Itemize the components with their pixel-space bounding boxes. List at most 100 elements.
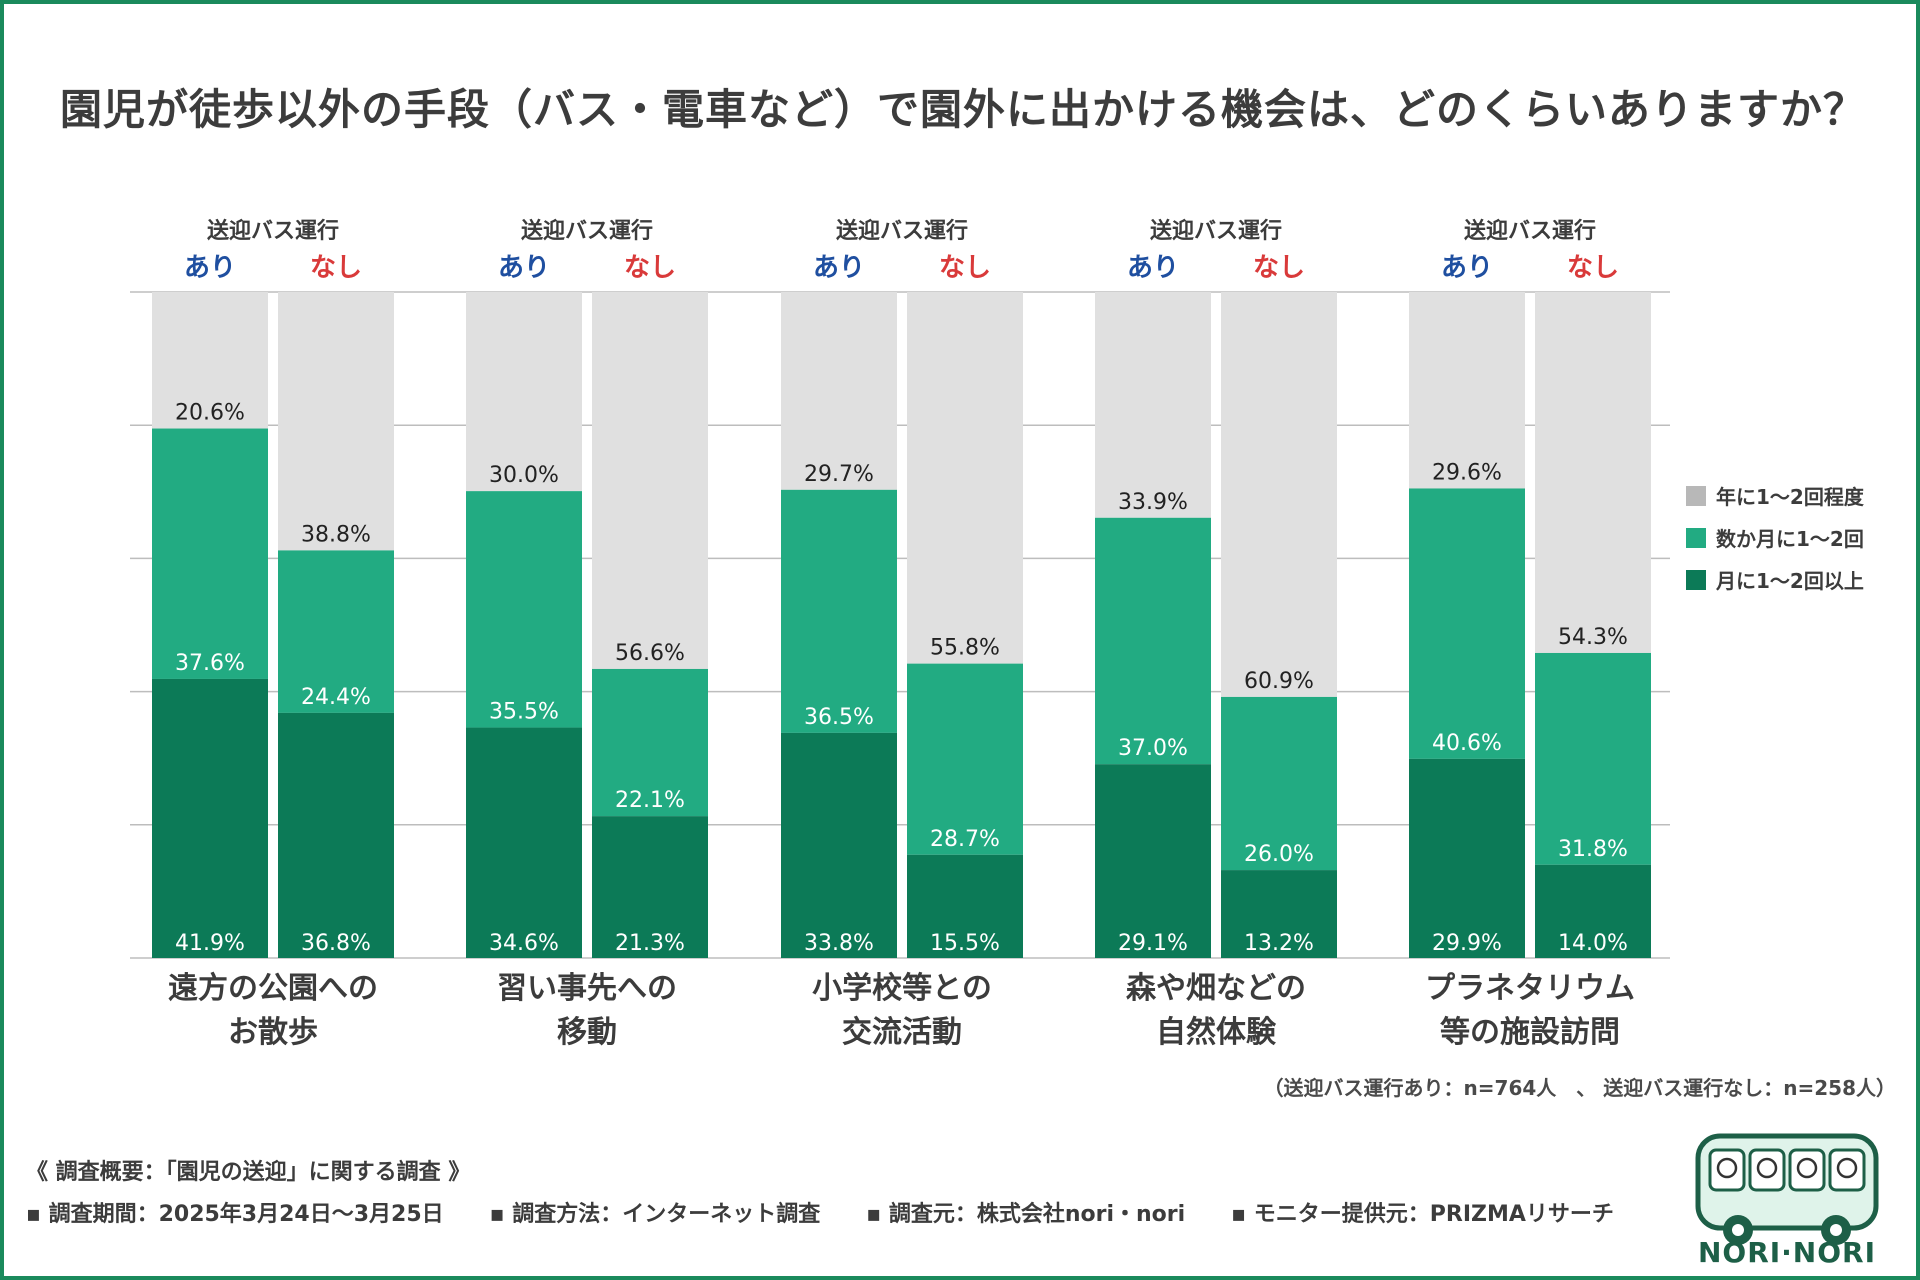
data-label-monthly: 29.1% — [1118, 931, 1188, 956]
data-label-few-months: 28.7% — [930, 827, 1000, 852]
subgroup-label-nashi: なし — [939, 253, 991, 283]
legend-swatch — [1686, 528, 1706, 548]
data-label-monthly: 21.3% — [615, 931, 685, 956]
bar-segment-few-months — [466, 491, 582, 728]
category-label-line1: 森や畑などの — [1126, 971, 1306, 1006]
data-label-few-months: 31.8% — [1558, 837, 1628, 862]
data-label-yearly: 33.9% — [1118, 490, 1188, 515]
subgroup-label-ari: あり — [1441, 253, 1493, 283]
subgroup-label-ari: あり — [498, 253, 550, 283]
subgroup-label-ari: あり — [813, 253, 865, 283]
legend-entry: 数か月に1〜2回 — [1716, 527, 1864, 551]
bar-segment-yearly — [278, 292, 394, 551]
data-label-few-months: 24.4% — [301, 685, 371, 710]
data-label-monthly: 14.0% — [1558, 931, 1628, 956]
data-label-monthly: 34.6% — [489, 931, 559, 956]
bus-logo-icon — [1695, 1133, 1879, 1245]
bar-segment-yearly — [1095, 292, 1211, 518]
legend-swatch — [1686, 486, 1706, 506]
category-label-line2: 等の施設訪問 — [1440, 1015, 1620, 1050]
stacked-bar-chart: 送迎バス運行あり 20.6% 37.6% 41.9% なし 38.8% 24.4% 36.8%… — [130, 218, 1865, 1050]
data-label-yearly: 55.8% — [930, 636, 1000, 661]
data-label-monthly: 29.9% — [1432, 931, 1502, 956]
bar-segment-few-months — [152, 428, 268, 679]
data-label-few-months: 37.6% — [175, 651, 245, 676]
category-label-line2: 交流活動 — [842, 1015, 962, 1050]
bar-segment-few-months — [1095, 517, 1211, 765]
bar-segment-monthly — [152, 678, 268, 958]
subgroup-label-ari: あり — [1127, 253, 1179, 283]
subgroup-label-nashi: なし — [624, 253, 676, 283]
bar-segment-monthly — [781, 732, 897, 958]
data-label-few-months: 35.5% — [489, 700, 559, 725]
bar-segment-few-months — [278, 550, 394, 713]
bar-segment-few-months — [1409, 488, 1525, 759]
data-label-yearly: 20.6% — [175, 401, 245, 426]
data-label-yearly: 29.7% — [804, 462, 874, 487]
data-label-monthly: 36.8% — [301, 931, 371, 956]
bar-segment-yearly — [1221, 292, 1337, 697]
bar-segment-yearly — [466, 292, 582, 492]
bar-segment-monthly — [1221, 870, 1337, 958]
category-label-line1: 小学校等との — [812, 971, 992, 1006]
bar-segment-monthly — [278, 712, 394, 958]
bar-segment-monthly — [1535, 864, 1651, 958]
data-label-yearly: 29.6% — [1432, 460, 1502, 485]
bar-segment-monthly — [1409, 758, 1525, 958]
subgroup-label-nashi: なし — [310, 253, 362, 283]
legend-entry: 月に1〜2回以上 — [1715, 569, 1864, 593]
data-label-monthly: 33.8% — [804, 931, 874, 956]
category-label-line2: 移動 — [557, 1015, 617, 1050]
data-label-monthly: 41.9% — [175, 931, 245, 956]
bar-segment-monthly — [907, 854, 1023, 958]
data-label-few-months: 36.5% — [804, 705, 874, 730]
data-label-yearly: 30.0% — [489, 463, 559, 488]
bar-segment-monthly — [592, 816, 708, 958]
category-label-line2: お散歩 — [228, 1015, 318, 1050]
sample-size-note: （送迎バス運行あり：n=764人 、 送迎バス運行なし：n=258人） — [1263, 1076, 1896, 1100]
group-header-label: 送迎バス運行 — [836, 218, 968, 244]
bar-segment-yearly — [592, 292, 708, 669]
category-label-line1: 習い事先への — [497, 971, 677, 1006]
data-label-monthly: 15.5% — [930, 931, 1000, 956]
group-header-label: 送迎バス運行 — [521, 218, 653, 244]
legend-entry: 年に1〜2回程度 — [1716, 485, 1865, 509]
data-label-few-months: 22.1% — [615, 788, 685, 813]
bar-segment-monthly — [1095, 764, 1211, 958]
category-label-line2: 自然体験 — [1156, 1015, 1277, 1050]
survey-summary: 《 調査概要：「園児の送迎」に関する調査 》 調査期間：2025年3月24日〜3… — [26, 1154, 1614, 1228]
bar-segment-few-months — [592, 668, 708, 817]
bar-segment-few-months — [1535, 652, 1651, 865]
group-header-label: 送迎バス運行 — [1150, 218, 1282, 244]
bar-segment-few-months — [781, 489, 897, 733]
group-header-label: 送迎バス運行 — [1464, 218, 1596, 244]
data-label-few-months: 37.0% — [1118, 736, 1188, 761]
logo-text: NORI·NORI — [1697, 1236, 1877, 1269]
bar-segment-yearly — [152, 292, 268, 429]
group-header-label: 送迎バス運行 — [207, 218, 339, 244]
category-label-line1: 遠方の公園への — [168, 971, 378, 1006]
survey-period: 調査期間：2025年3月24日〜3月25日 — [26, 1196, 444, 1228]
survey-details: 調査期間：2025年3月24日〜3月25日 調査方法：インターネット調査 調査元… — [26, 1196, 1614, 1228]
bar-segment-yearly — [907, 292, 1023, 664]
legend-swatch — [1686, 570, 1706, 590]
data-label-monthly: 13.2% — [1244, 931, 1314, 956]
data-label-few-months: 40.6% — [1432, 731, 1502, 756]
survey-method: 調査方法：インターネット調査 — [490, 1196, 820, 1228]
data-label-yearly: 56.6% — [615, 641, 685, 666]
subgroup-label-nashi: なし — [1567, 253, 1619, 283]
bar-segment-yearly — [1535, 292, 1651, 653]
bar-segment-yearly — [781, 292, 897, 490]
bar-segment-few-months — [1221, 696, 1337, 871]
chart-title: 園児が徒歩以外の手段（バス・電車など）で園外に出かける機会は、どのくらいあります… — [60, 85, 1867, 134]
bar-segment-yearly — [1409, 292, 1525, 489]
subgroup-label-ari: あり — [184, 253, 236, 283]
subgroup-label-nashi: なし — [1253, 253, 1305, 283]
data-label-yearly: 60.9% — [1244, 669, 1314, 694]
bar-segment-monthly — [466, 727, 582, 958]
survey-monitor: モニター提供元：PRIZMAリサーチ — [1231, 1196, 1614, 1228]
data-label-few-months: 26.0% — [1244, 842, 1314, 867]
data-label-yearly: 54.3% — [1558, 625, 1628, 650]
category-label-line1: プラネタリウム — [1425, 971, 1635, 1006]
